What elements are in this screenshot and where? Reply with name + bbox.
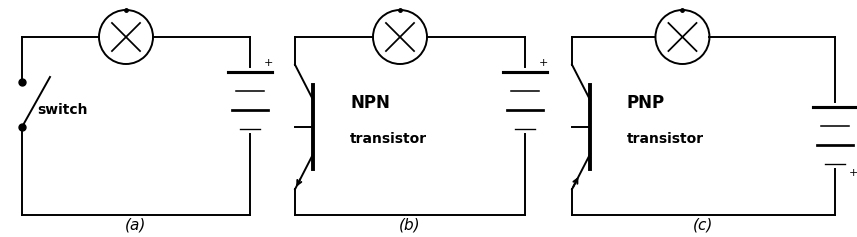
Text: NPN: NPN [350,94,390,112]
Text: (b): (b) [399,218,421,233]
Text: PNP: PNP [627,94,665,112]
Text: +: + [539,58,548,68]
Text: +: + [849,168,857,178]
Text: (c): (c) [693,218,714,233]
Text: (a): (a) [125,218,147,233]
Text: transistor: transistor [627,132,704,146]
Text: transistor: transistor [350,132,427,146]
Text: switch: switch [37,102,87,117]
Text: +: + [264,58,273,68]
